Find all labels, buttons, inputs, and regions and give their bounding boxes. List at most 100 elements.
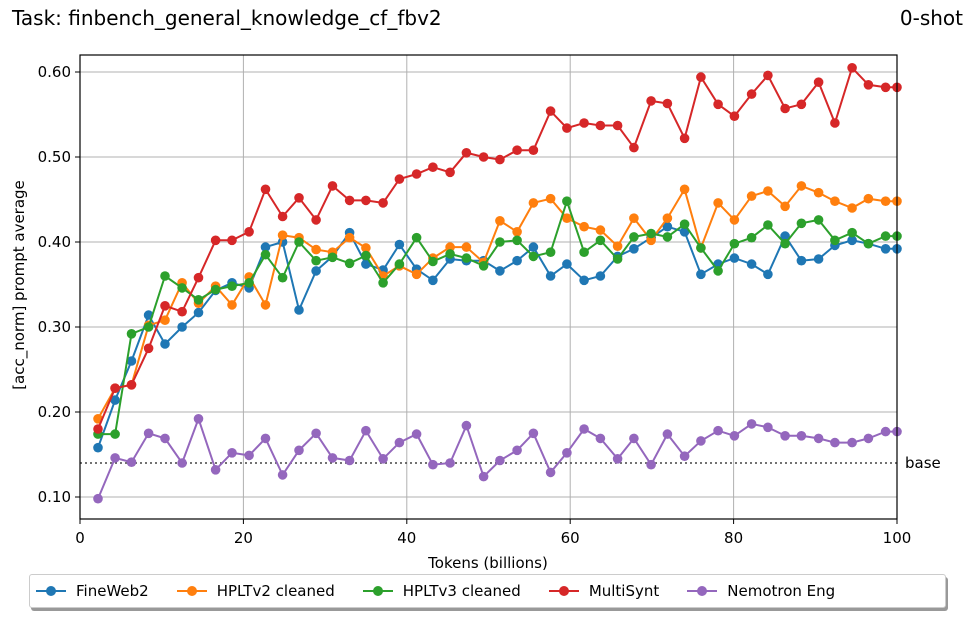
data-point: [361, 250, 371, 261]
data-point: [394, 259, 405, 269]
data-point: [478, 261, 489, 271]
legend-label: Nemotron Eng: [727, 582, 836, 600]
data-point: [528, 198, 539, 208]
data-point: [679, 451, 690, 462]
data-point: [294, 305, 304, 315]
data-point: [478, 471, 489, 482]
data-point: [763, 70, 773, 81]
legend-marker-icon: [36, 584, 66, 598]
data-point: [847, 227, 857, 238]
baseline-label: base: [905, 454, 941, 472]
data-point: [110, 429, 120, 439]
data-point: [880, 231, 891, 241]
data-point: [311, 244, 321, 255]
data-point: [763, 186, 773, 196]
data-point: [729, 215, 740, 225]
data-point: [662, 429, 673, 439]
legend-item-fineweb2[interactable]: FineWeb2: [36, 582, 149, 600]
data-point: [361, 243, 371, 253]
data-point: [260, 433, 271, 444]
data-point: [495, 266, 505, 276]
data-point: [177, 458, 187, 468]
data-point: [394, 174, 405, 184]
data-point: [880, 196, 891, 206]
x-tick-label: 80: [724, 529, 743, 547]
x-axis-ticks: 0 20 40 60 80 100: [75, 519, 911, 547]
data-point: [143, 428, 154, 439]
series-hpltv2-cleaned: [93, 181, 902, 424]
y-tick-label: 0.30: [38, 318, 71, 336]
data-point: [378, 198, 388, 208]
data-point: [545, 106, 556, 116]
data-point: [344, 232, 355, 243]
x-axis-label: Tokens (billions): [427, 554, 548, 572]
data-point: [311, 215, 321, 225]
data-point: [512, 235, 522, 246]
data-point: [713, 425, 723, 436]
series-fineweb2: [93, 221, 902, 453]
data-point: [260, 184, 271, 195]
data-point: [294, 445, 304, 456]
data-point: [646, 228, 656, 239]
data-point: [830, 196, 840, 206]
data-series: [93, 63, 902, 504]
data-point: [579, 118, 589, 128]
data-point: [177, 306, 187, 317]
data-point: [445, 167, 455, 178]
data-point: [679, 219, 690, 229]
data-point: [629, 433, 639, 444]
legend-item-multisynt[interactable]: MultiSynt: [548, 582, 659, 600]
data-point: [327, 252, 338, 263]
data-point: [445, 249, 455, 259]
data-point: [830, 437, 840, 448]
data-point: [210, 284, 221, 295]
data-point: [160, 271, 170, 281]
x-tick-label: 60: [561, 529, 580, 547]
data-point: [679, 184, 690, 195]
data-point: [813, 254, 824, 264]
data-point: [713, 99, 723, 110]
legend-label: HPLTv2 cleaned: [216, 582, 335, 600]
data-point: [126, 329, 137, 339]
legend-item-hpltv3[interactable]: HPLTv3 cleaned: [362, 582, 521, 600]
data-point: [277, 211, 288, 222]
data-point: [780, 238, 790, 249]
data-point: [461, 420, 472, 431]
data-point: [311, 255, 321, 266]
legend-marker-icon: [176, 584, 207, 598]
y-tick-label: 0.10: [38, 488, 71, 506]
data-point: [579, 424, 589, 434]
data-point: [562, 196, 572, 206]
data-point: [746, 191, 757, 201]
data-point: [595, 225, 606, 235]
legend-item-hpltv2[interactable]: HPLTv2 cleaned: [176, 582, 335, 600]
data-point: [595, 235, 606, 246]
data-point: [93, 493, 103, 504]
data-point: [729, 431, 740, 441]
data-point: [361, 195, 371, 206]
data-point: [461, 242, 472, 252]
data-point: [512, 227, 522, 237]
grid-lines: [80, 55, 897, 519]
data-point: [562, 213, 572, 223]
data-point: [428, 162, 438, 172]
legend-item-nemotron[interactable]: Nemotron Eng: [687, 582, 835, 600]
data-point: [746, 419, 757, 429]
data-point: [545, 271, 556, 281]
data-point: [780, 231, 790, 241]
data-point: [880, 82, 891, 93]
data-point: [863, 433, 874, 444]
data-point: [193, 272, 204, 283]
data-point: [612, 454, 623, 464]
data-point: [863, 193, 874, 204]
data-point: [143, 322, 154, 332]
data-point: [277, 272, 288, 283]
x-tick-label: 20: [234, 529, 253, 547]
data-point: [327, 453, 338, 463]
data-point: [562, 259, 572, 269]
data-point: [193, 295, 204, 305]
data-point: [746, 89, 757, 99]
data-point: [662, 232, 673, 242]
data-point: [126, 457, 137, 468]
data-point: [662, 98, 673, 109]
